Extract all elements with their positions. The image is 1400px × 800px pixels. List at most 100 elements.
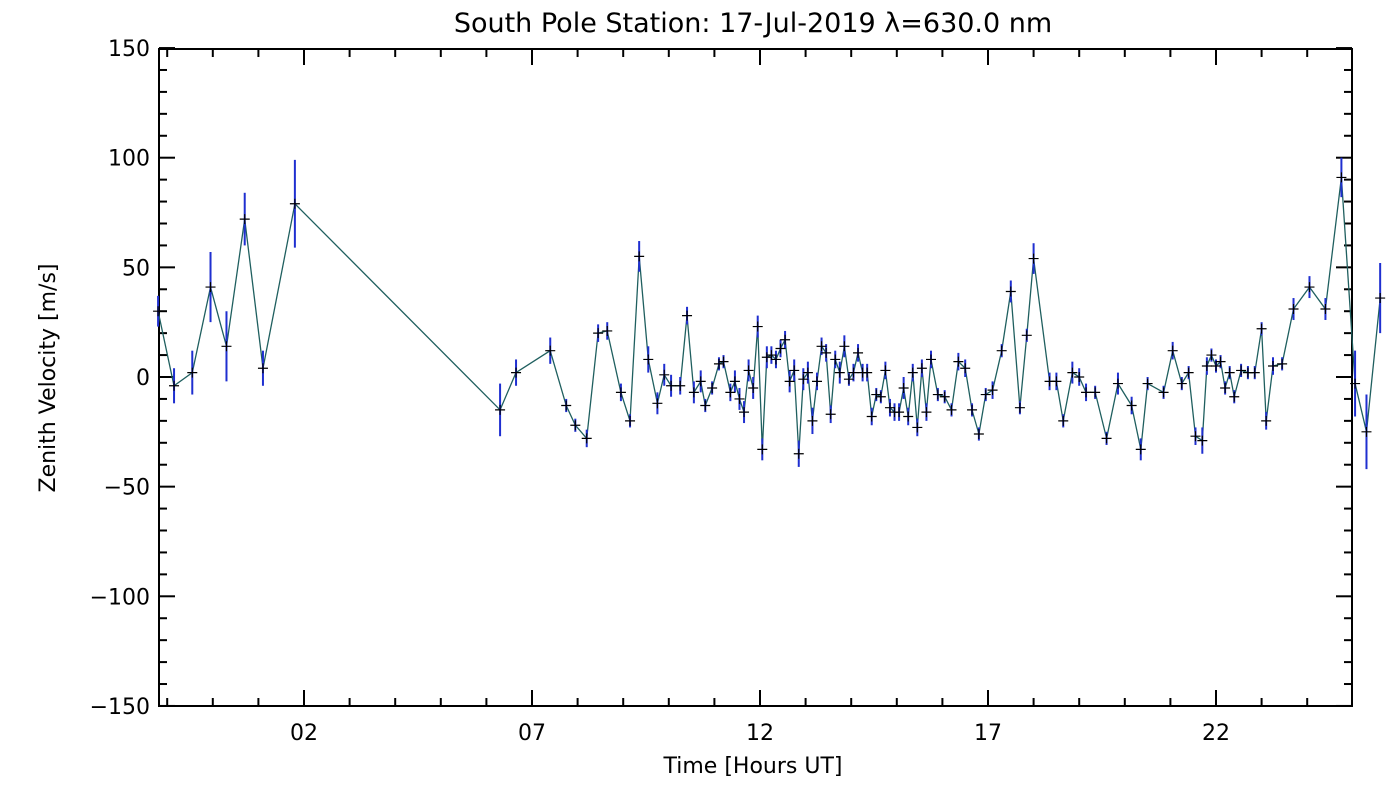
plot-frame <box>158 48 1353 707</box>
data-point-marker <box>511 367 522 378</box>
data-point-marker <box>615 387 626 398</box>
data-point-marker <box>1211 361 1221 372</box>
data-point-marker <box>625 415 636 426</box>
data-point-marker <box>643 354 654 365</box>
series-line <box>157 177 1381 454</box>
data-point-marker <box>1183 367 1194 378</box>
data-point-marker <box>987 385 998 396</box>
data-point-marker <box>784 376 795 387</box>
y-tick-label: 50 <box>122 256 150 281</box>
data-point-marker <box>761 352 772 363</box>
data-point-marker <box>725 387 736 398</box>
data-point-marker <box>1142 378 1153 389</box>
data-point-marker <box>700 400 711 411</box>
data-point-marker <box>1005 286 1016 297</box>
data-point-marker <box>1112 378 1123 389</box>
data-point-marker <box>581 433 592 444</box>
data-point-marker <box>1361 426 1372 437</box>
data-point-marker <box>739 407 750 418</box>
x-tick-label: 02 <box>290 721 318 746</box>
data-point-marker <box>1375 293 1386 304</box>
data-point-marker <box>802 367 813 378</box>
data-point-marker <box>602 325 613 336</box>
data-point-marker <box>257 363 268 374</box>
data-point-marker <box>848 367 859 378</box>
x-axis-label: Time [Hours UT] <box>663 754 843 779</box>
data-point-marker <box>1197 435 1208 446</box>
data-point-marker <box>688 387 699 398</box>
data-point-marker <box>561 400 572 411</box>
data-point-marker <box>798 374 809 385</box>
y-tick-label: 150 <box>108 37 150 62</box>
data-point-marker <box>1220 382 1231 393</box>
data-point-marker <box>953 356 964 367</box>
data-point-marker <box>1028 253 1039 264</box>
data-point-marker <box>884 402 895 413</box>
data-point-marker <box>1236 365 1247 376</box>
data-point-marker <box>707 382 718 393</box>
x-tick-label: 17 <box>974 721 1002 746</box>
data-point-marker <box>675 380 686 391</box>
data-point-marker <box>1320 304 1331 315</box>
data-point-marker <box>634 251 645 262</box>
data-point-marker <box>1074 372 1085 382</box>
data-point-marker <box>825 409 836 420</box>
data-point-marker <box>1090 387 1101 398</box>
data-point-marker <box>775 343 786 354</box>
data-point-marker <box>789 365 800 376</box>
data-point-marker <box>807 415 818 426</box>
data-point-marker <box>843 374 854 385</box>
data-series <box>153 157 1386 470</box>
data-point-marker <box>1201 361 1212 372</box>
axis-ticks <box>159 47 1352 707</box>
data-point-marker <box>1058 415 1069 426</box>
data-point-marker <box>713 358 724 369</box>
data-point-marker <box>757 444 768 455</box>
data-point-marker <box>682 310 693 321</box>
data-point-marker <box>1249 367 1260 378</box>
data-point-marker <box>748 382 759 393</box>
data-point-marker <box>652 398 663 409</box>
data-point-marker <box>973 429 984 440</box>
y-tick-label: −100 <box>90 585 150 610</box>
data-point-marker <box>894 407 905 418</box>
y-tick-label: 100 <box>108 147 150 172</box>
data-point-marker <box>793 448 804 459</box>
data-point-marker <box>1268 361 1278 372</box>
data-point-marker <box>932 389 943 400</box>
data-point-marker <box>752 321 763 332</box>
x-tick-label: 07 <box>518 721 546 746</box>
data-point-marker <box>1277 358 1288 369</box>
data-point-marker <box>718 356 729 367</box>
y-tick-label: −50 <box>104 476 150 501</box>
data-point-marker <box>1176 378 1187 389</box>
data-point-marker <box>187 367 198 378</box>
data-point-marker <box>205 282 216 293</box>
data-point-marker <box>1051 376 1062 387</box>
data-point-marker <box>743 365 754 376</box>
data-point-marker <box>239 214 250 225</box>
data-point-marker <box>916 363 927 374</box>
data-point-marker <box>907 367 918 378</box>
data-point-marker <box>875 391 886 402</box>
data-point-marker <box>996 345 1007 356</box>
x-tick-label: 12 <box>746 721 774 746</box>
data-point-marker <box>593 328 604 339</box>
data-point-marker <box>1304 282 1315 293</box>
data-point-marker <box>545 345 556 356</box>
data-point-marker <box>967 404 978 415</box>
data-point-marker <box>695 376 706 387</box>
data-point-marker <box>898 382 909 393</box>
data-point-marker <box>1081 387 1092 398</box>
data-point-marker <box>666 380 677 391</box>
data-point-marker <box>880 365 891 376</box>
data-point-marker <box>734 393 745 404</box>
data-point-marker <box>921 407 932 418</box>
y-axis-label: Zenith Velocity [m/s] <box>36 264 61 493</box>
data-point-marker <box>1101 433 1112 444</box>
y-tick-label: 0 <box>136 366 150 391</box>
data-point-marker <box>1288 304 1299 315</box>
data-point-marker <box>1167 345 1178 356</box>
data-point-marker <box>1350 378 1361 389</box>
